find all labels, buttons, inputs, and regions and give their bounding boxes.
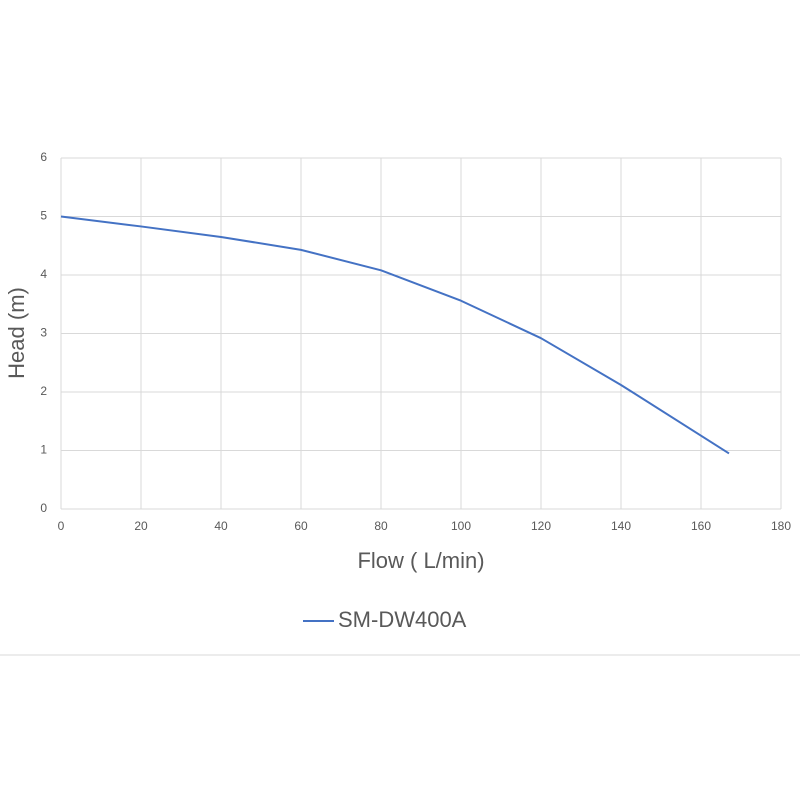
x-tick-label: 40 xyxy=(214,519,228,533)
series-line xyxy=(60,215,730,455)
y-tick-label: 2 xyxy=(40,384,47,398)
legend-label: SM-DW400A xyxy=(338,607,467,632)
y-tick-label: 3 xyxy=(40,326,47,340)
x-tick-label: 20 xyxy=(134,519,148,533)
y-tick-label: 6 xyxy=(40,150,47,164)
x-tick-label: 180 xyxy=(771,519,791,533)
x-axis-title: Flow ( L/min) xyxy=(357,548,484,573)
x-tick-label: 0 xyxy=(58,519,65,533)
x-tick-label: 80 xyxy=(374,519,388,533)
x-tick-label: 100 xyxy=(451,519,471,533)
x-tick-label: 60 xyxy=(294,519,308,533)
x-tick-label: 160 xyxy=(691,519,711,533)
x-tick-label: 140 xyxy=(611,519,631,533)
y-tick-label: 5 xyxy=(40,209,47,223)
y-axis-title: Head (m) xyxy=(4,287,29,379)
y-tick-label: 1 xyxy=(40,443,47,457)
y-tick-label: 0 xyxy=(40,501,47,515)
x-tick-label: 120 xyxy=(531,519,551,533)
y-tick-label: 4 xyxy=(40,267,47,281)
